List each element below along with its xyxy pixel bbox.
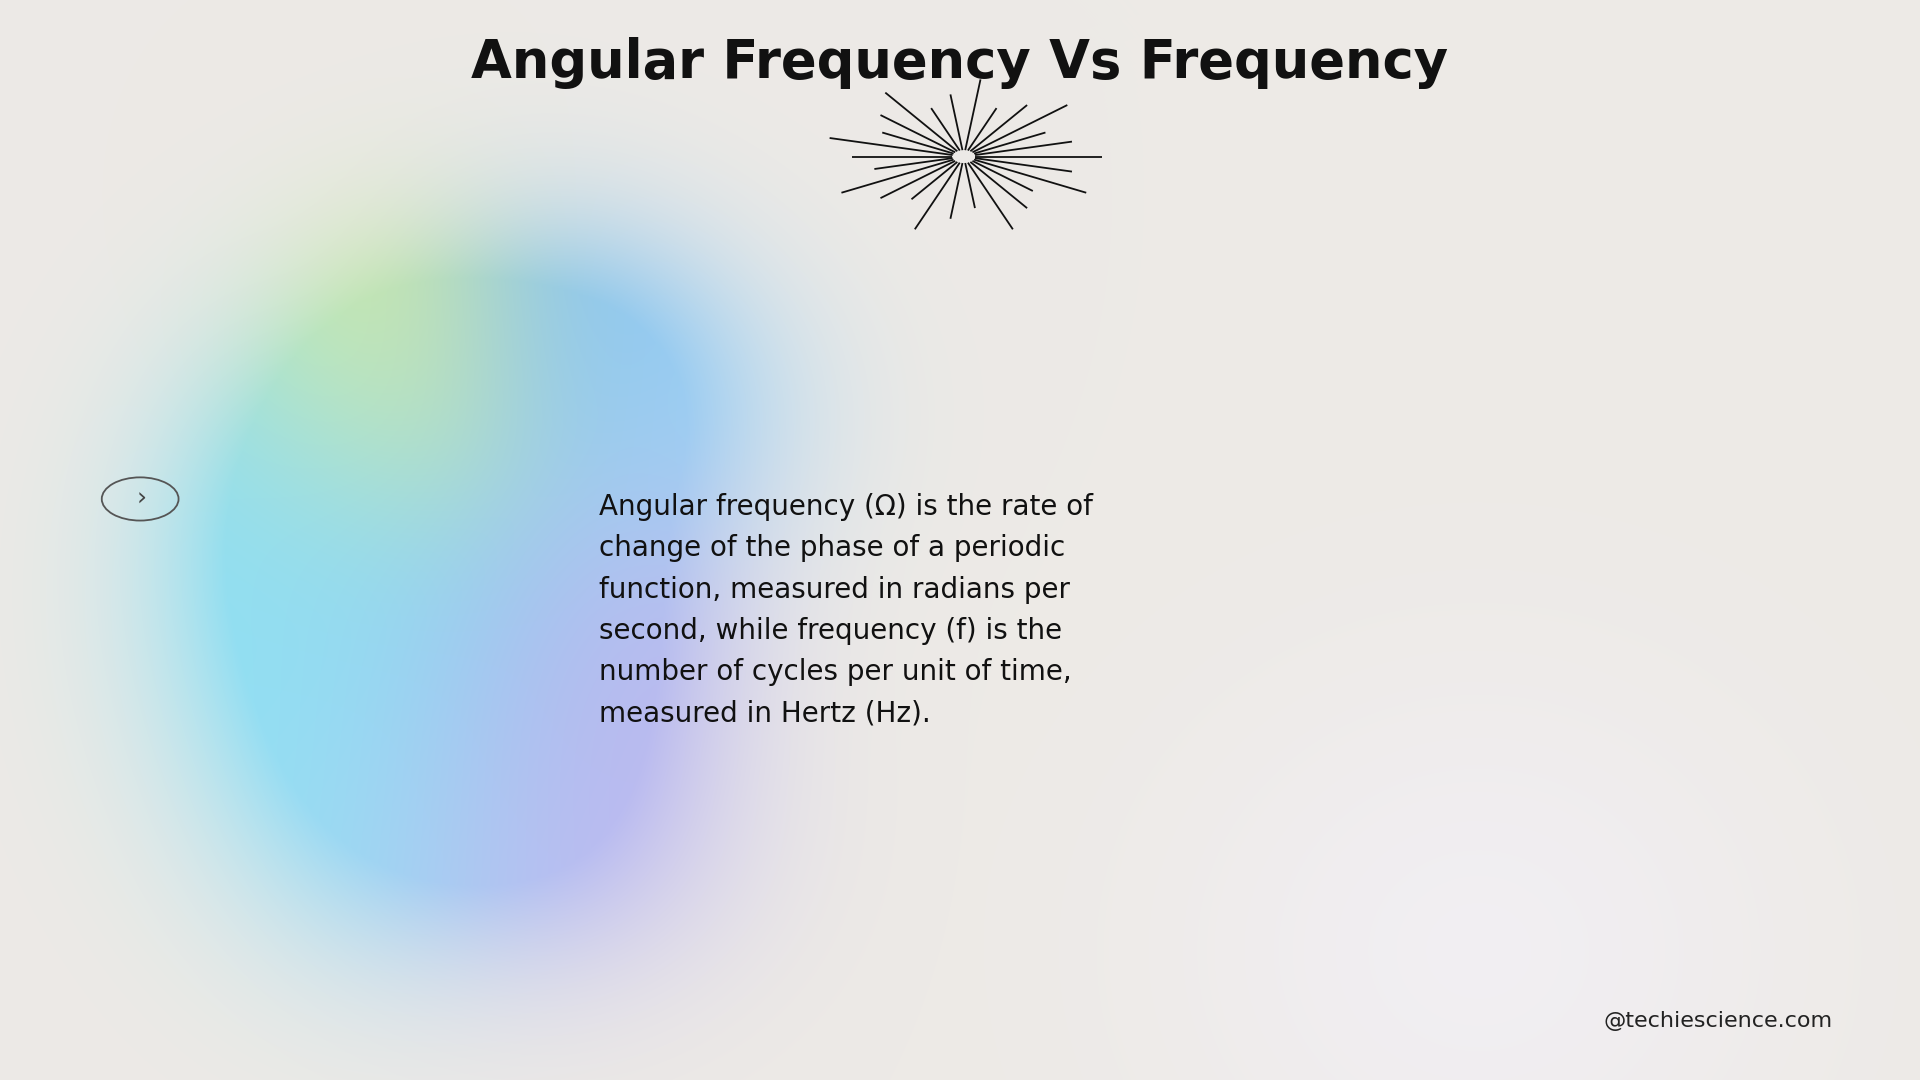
Text: Angular frequency (Ω) is the rate of
change of the phase of a periodic
function,: Angular frequency (Ω) is the rate of cha… xyxy=(599,494,1092,727)
Text: ›: › xyxy=(136,487,148,511)
Text: Angular Frequency Vs Frequency: Angular Frequency Vs Frequency xyxy=(472,37,1448,89)
Text: @techiescience.com: @techiescience.com xyxy=(1603,1011,1834,1030)
